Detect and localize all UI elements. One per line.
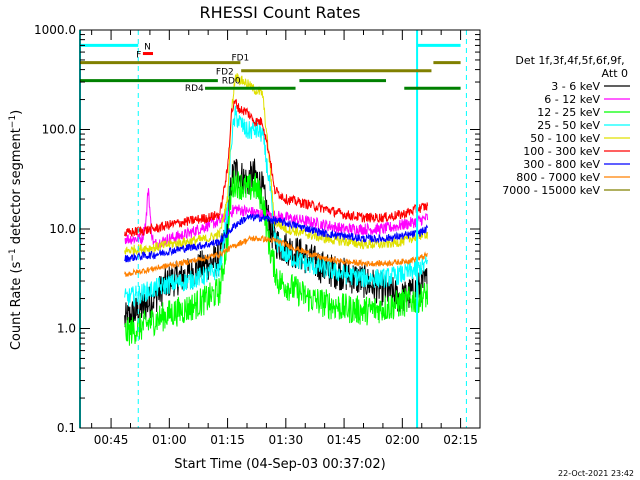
legend-entry-label: 12 - 25 keV [537,106,600,119]
x-tick-label: 00:45 [94,433,129,447]
legend-entry-label: 100 - 300 keV [523,145,600,158]
x-tick-label: 01:15 [210,433,245,447]
y-axis-label-sup2: −1 [8,115,18,128]
flag-label-fd2: FD2 [216,68,234,78]
flag-label-f: F [136,51,141,61]
y-axis-label-post: ) [9,110,24,115]
series-line-7 [124,213,429,263]
y-tick-label: 100.0 [42,123,76,137]
legend-entry-label: 300 - 800 keV [523,158,600,171]
series-line-4 [124,105,429,308]
legend-header-line-2: Att 0 [602,67,628,80]
legend-entry-label: 7000 - 15000 keV [502,184,600,197]
x-tick-label: 01:00 [152,433,187,447]
series-line-6 [124,98,429,237]
x-tick-label: 02:00 [385,433,420,447]
flag-label-rd4: RD4 [185,84,204,94]
y-axis-label-pre: Count Rate (s [9,261,24,350]
y-tick-label: 10.0 [49,222,76,236]
chart-title: RHESSI Count Rates [200,3,361,22]
y-tick-label: 1.0 [57,322,76,336]
legend-entry-label: 6 - 12 keV [544,93,600,106]
axes: 0.1 1.0 10.0 100.0 1000.0 00:45 01:00 01:15 01:3… [34,23,481,447]
flag-label-fd1: FD1 [231,54,249,64]
x-tick-label: 02:15 [443,433,478,447]
x-tick-label: 01:45 [327,433,362,447]
series-line-2 [124,188,429,251]
x-axis-label: Start Time (04-Sep-03 00:37:02) [174,457,385,472]
legend-entry-label: 3 - 6 keV [551,80,600,93]
flag-label-n: N [144,42,151,52]
legend-entry-label: 25 - 50 keV [537,119,600,132]
y-tick-label: 1000.0 [34,23,76,37]
x-tick-label: 01:30 [269,433,304,447]
y-axis-label-mid: detector segment [9,128,24,248]
y-axis-label: Count Rate (s−1 detector segment−1) [8,110,24,350]
legend-header-line-1: Det 1f,3f,4f,5f,6f,9f, [515,54,624,67]
series-line-3 [124,170,429,346]
series-line-8 [124,234,428,277]
series-line-1 [124,158,428,331]
flag-label-rd0: RD0 [222,77,241,87]
legend-entry-label: 800 - 7000 keV [516,171,600,184]
legend-entry-label: 50 - 100 keV [530,132,600,145]
y-tick-label: 0.1 [57,421,76,435]
timestamp-footer: 22-Oct-2021 23:42 [558,469,634,478]
y-axis-label-sup1: −1 [8,248,18,261]
